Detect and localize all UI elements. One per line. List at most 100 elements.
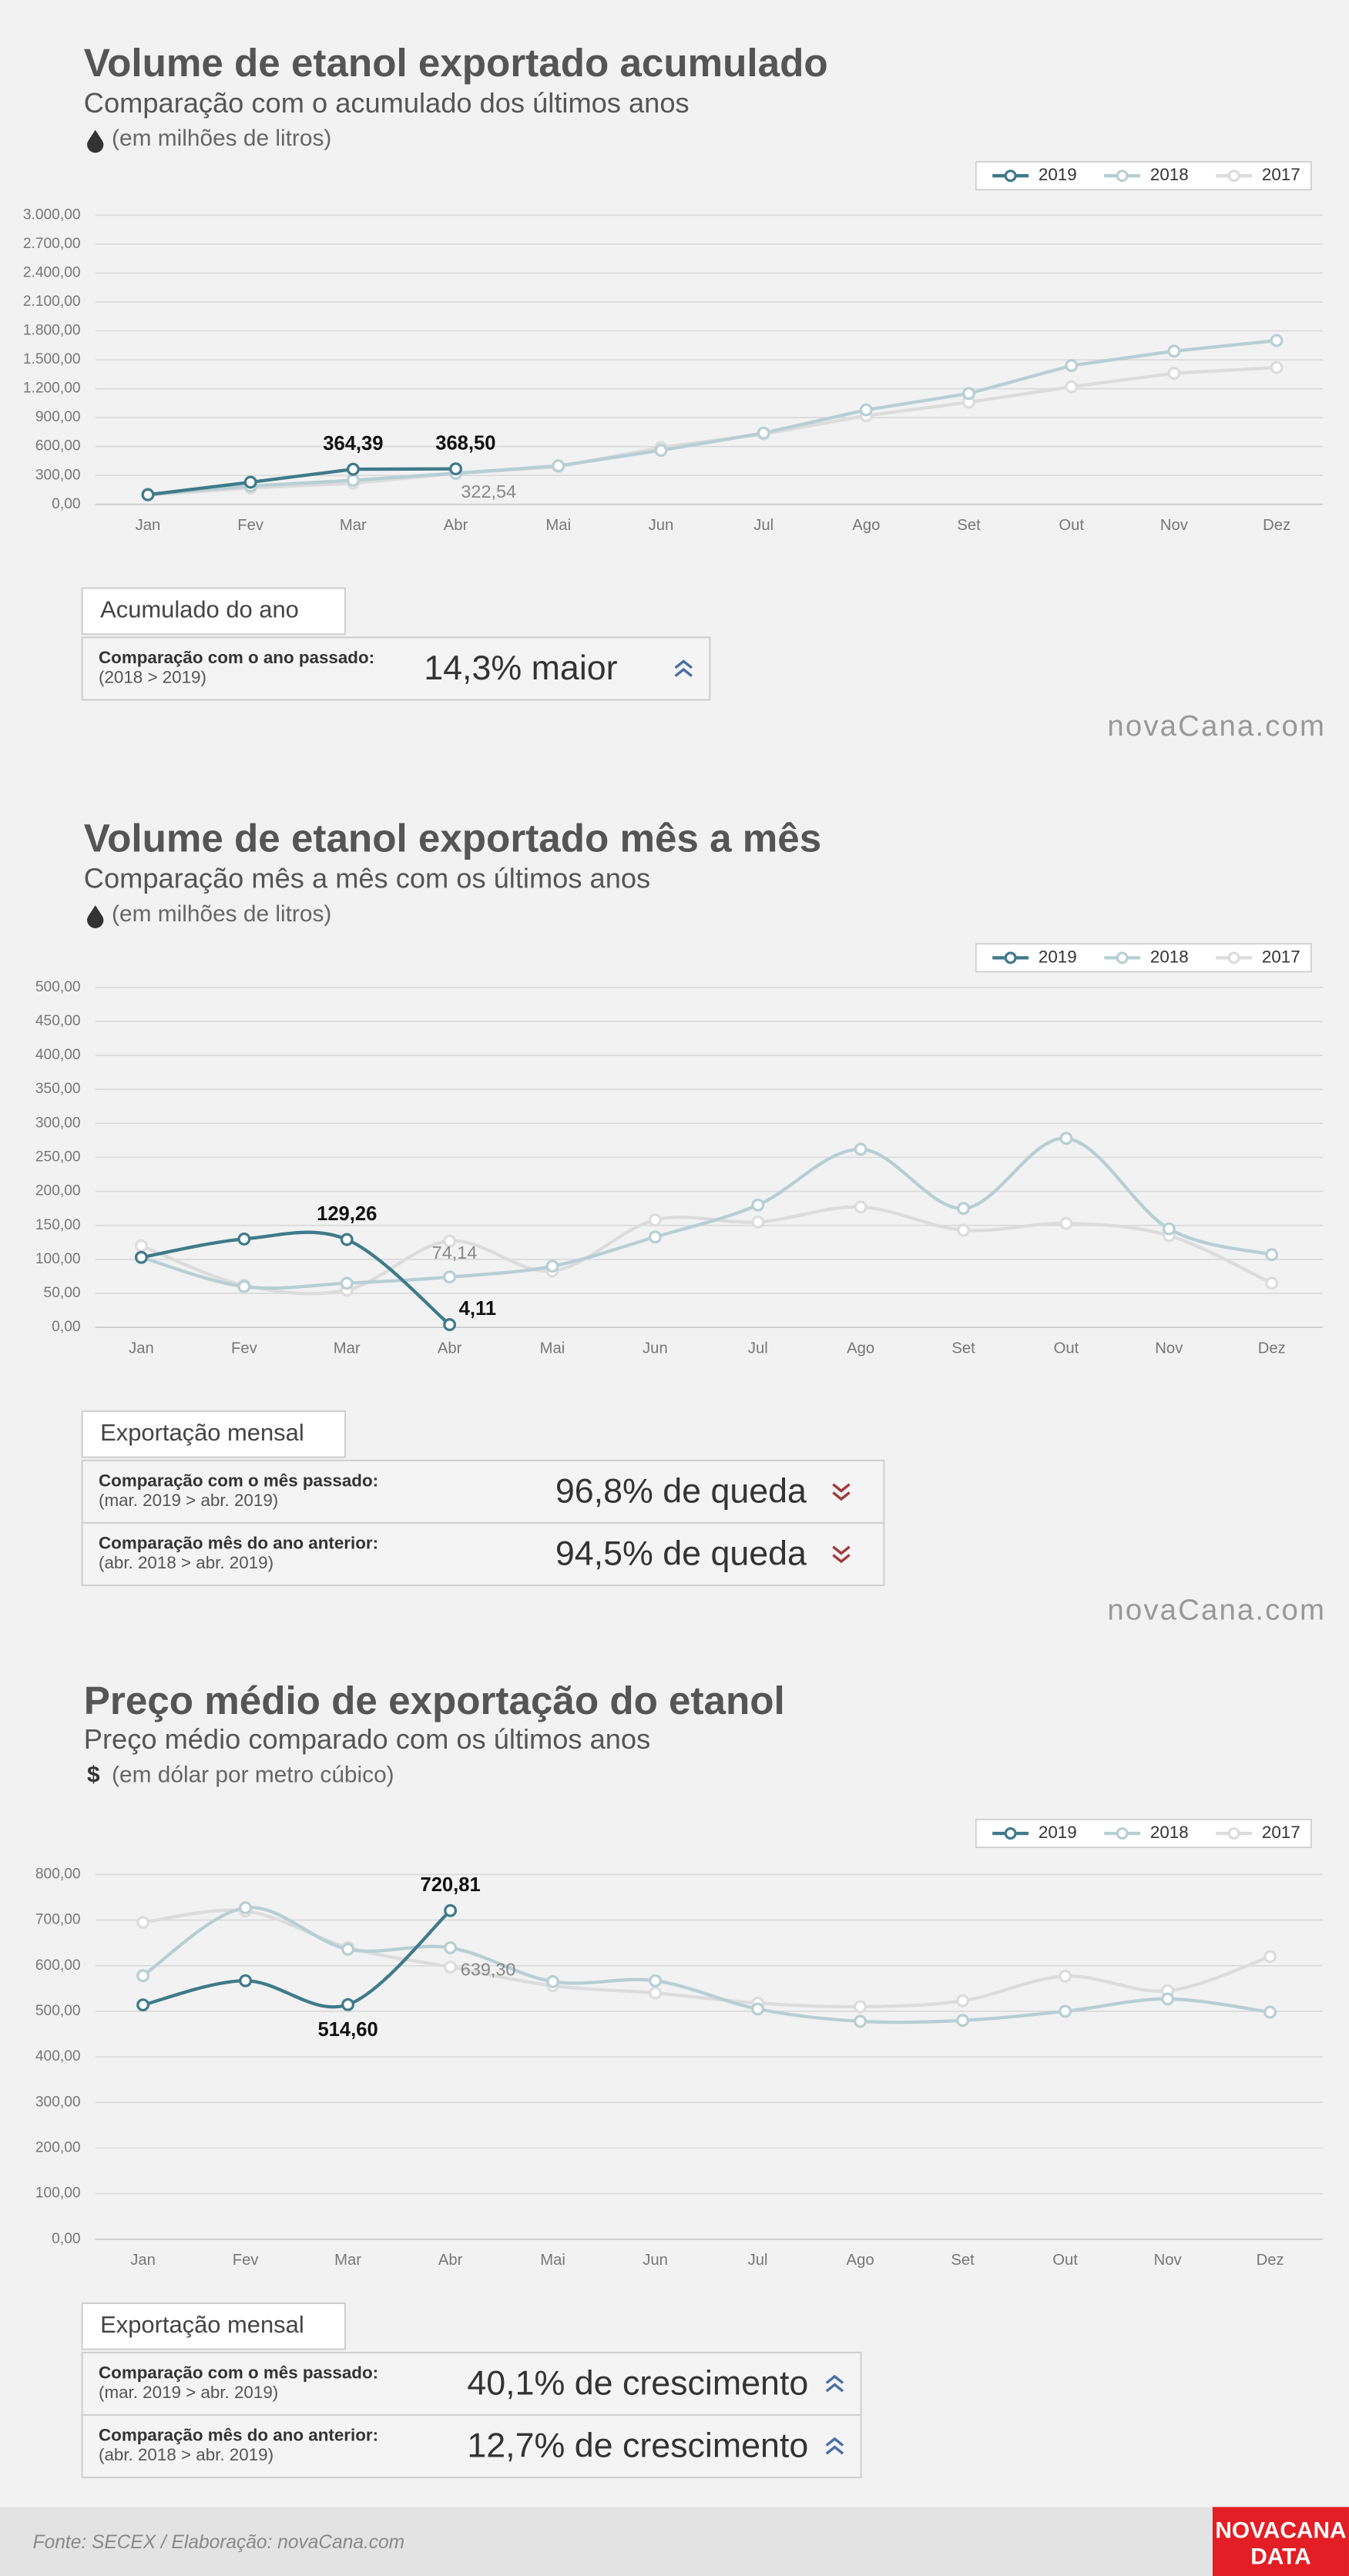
x-tick-label: Jan: [136, 517, 161, 534]
logo-top: NOVACANA: [1215, 2517, 1346, 2543]
x-tick-label: Ago: [852, 517, 880, 534]
y-tick-label: 400,00: [35, 2048, 81, 2064]
x-tick-label: Fev: [231, 1340, 258, 1357]
panel-tab: [81, 2302, 346, 2350]
point: [1167, 344, 1181, 358]
x-tick-label: Out: [1059, 517, 1084, 534]
chart-subtitle: Comparação com o acumulado dos últimos a…: [84, 87, 690, 119]
point: [1059, 2004, 1072, 2018]
point: [444, 1961, 458, 1974]
point: [1065, 359, 1079, 372]
legend-box: [975, 1819, 1312, 1849]
panel-row: [81, 2413, 862, 2479]
point: [341, 1942, 355, 1956]
point: [443, 1270, 457, 1284]
point: [751, 2002, 765, 2016]
legend-label: 2019: [1039, 165, 1077, 184]
point: [648, 1230, 662, 1244]
point: [1059, 1969, 1072, 1983]
x-tick-label: Jun: [643, 1340, 668, 1357]
legend-label: 2017: [1262, 1823, 1300, 1842]
row-label: Comparação com o mês passado:: [99, 2363, 378, 2383]
y-tick-label: 1.200,00: [23, 381, 81, 397]
row-label: Comparação mês do ano anterior:: [99, 1534, 378, 1553]
series-line: [143, 1909, 452, 2009]
y-tick-label: 800,00: [35, 1866, 81, 1882]
legend-marker: [1004, 951, 1017, 964]
point: [1265, 1276, 1279, 1290]
row-detail: (mar. 2019 > abr. 2019): [99, 1491, 278, 1510]
x-tick-label: Mar: [340, 517, 367, 534]
x-tick-label: Jan: [129, 1340, 154, 1357]
point: [757, 426, 770, 440]
x-tick-label: Ago: [847, 2252, 874, 2269]
point: [649, 1974, 663, 1987]
point: [957, 1223, 970, 1237]
chevron-icon: [674, 659, 693, 669]
y-tick-label: 2.100,00: [23, 293, 81, 310]
data-label: 322,54: [461, 481, 516, 501]
point: [545, 1259, 559, 1273]
brand-text: novaCana.com: [1107, 1593, 1326, 1626]
y-tick-label: 600,00: [35, 1957, 81, 1974]
row-detail: (abr. 2018 > abr. 2019): [99, 2445, 273, 2464]
series-line: [147, 467, 456, 497]
y-tick-label: 0,00: [52, 496, 80, 512]
unit-label: (em dólar por metro cúbico): [112, 1762, 394, 1787]
legend-label: 2017: [1262, 165, 1300, 184]
x-tick-label: Jul: [748, 1340, 768, 1357]
x-tick-label: Set: [957, 517, 981, 534]
legend-marker: [1116, 169, 1129, 183]
point: [957, 1202, 970, 1216]
y-tick-label: 0,00: [52, 1319, 80, 1335]
point: [1162, 1222, 1176, 1236]
point: [1270, 334, 1284, 347]
point: [1059, 1216, 1073, 1230]
point: [854, 1142, 867, 1156]
point: [239, 1901, 253, 1914]
point: [649, 1986, 663, 2000]
point: [1263, 2005, 1277, 2019]
chevron-icon: [825, 2437, 844, 2447]
row-label: Comparação com o ano passado:: [99, 648, 374, 667]
point: [340, 1276, 354, 1290]
x-tick-label: Jul: [748, 2252, 768, 2269]
point: [654, 444, 668, 458]
panel-heading: Acumulado do ano: [100, 596, 299, 623]
point: [237, 1232, 251, 1246]
chevron-icon: [832, 1491, 851, 1501]
legend-marker: [1227, 1827, 1240, 1840]
point: [444, 1903, 458, 1917]
chart-title: Preço médio de exportação do etanol: [84, 1679, 785, 1722]
point: [648, 1213, 662, 1227]
y-tick-label: 100,00: [35, 2185, 81, 2202]
x-tick-label: Mai: [540, 2252, 565, 2269]
legend-marker: [1116, 1827, 1129, 1840]
chevron-icon: [832, 1554, 851, 1564]
panel-tab: [81, 1410, 346, 1458]
legend-label: 2018: [1150, 165, 1189, 184]
chevron-icon: [825, 2445, 844, 2455]
point: [449, 462, 462, 476]
series-line: [142, 1906, 1270, 2024]
point: [346, 462, 360, 476]
data-label: 639,30: [461, 1960, 516, 1980]
legend-marker: [1227, 169, 1240, 183]
point: [237, 1280, 251, 1293]
y-tick-label: 500,00: [35, 2003, 81, 2019]
unit-label: (em milhões de litros): [112, 901, 331, 927]
unit-symbol: $: [87, 1762, 100, 1787]
logo-box: [1212, 2507, 1349, 2576]
point: [854, 1200, 867, 1214]
point: [136, 1916, 150, 1929]
point: [751, 1215, 765, 1229]
legend-marker: [1227, 951, 1240, 964]
chart-subtitle: Comparação mês a mês com os últimos anos: [84, 863, 650, 894]
data-label: 514,60: [317, 2019, 378, 2041]
point: [444, 1941, 458, 1954]
legend-label: 2019: [1039, 947, 1077, 966]
point: [1265, 1248, 1279, 1262]
y-tick-label: 3.000,00: [23, 206, 81, 223]
x-tick-label: Mar: [334, 1340, 361, 1357]
